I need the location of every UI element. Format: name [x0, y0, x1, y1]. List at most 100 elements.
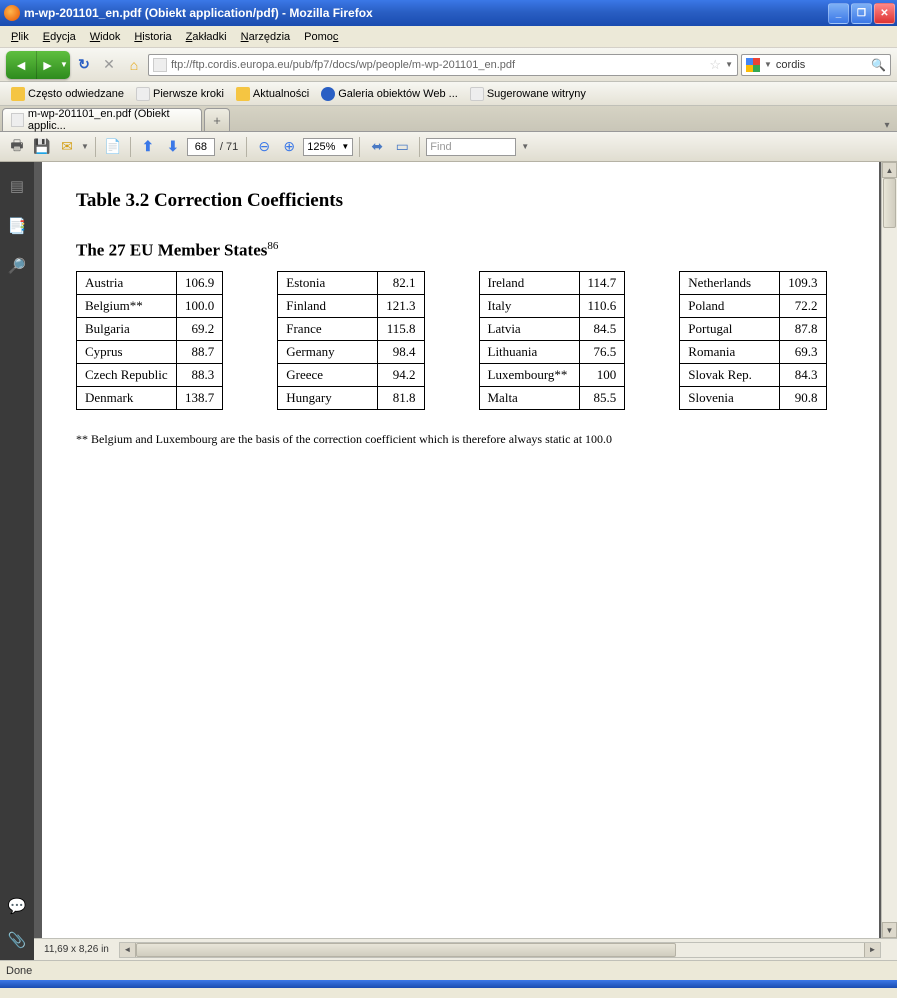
history-dropdown[interactable]: ▼	[58, 51, 70, 79]
url-dropdown-icon[interactable]: ▼	[725, 60, 733, 69]
taskbar	[0, 980, 897, 988]
scroll-down-arrow[interactable]: ▼	[882, 922, 897, 938]
country-cell: Malta	[479, 386, 579, 409]
zoom-out-icon[interactable]: ⊖	[253, 136, 275, 158]
country-cell: Ireland	[479, 271, 579, 294]
bookmark-czesto[interactable]: Często odwiedzane	[6, 85, 129, 103]
value-cell: 72.2	[780, 294, 826, 317]
menu-bar: Plik Edycja Widok Historia Zakładki Narz…	[0, 26, 897, 48]
bookmark-label: Sugerowane witryny	[487, 88, 586, 100]
find-dropdown-icon[interactable]: ▼	[521, 142, 529, 151]
pages-icon[interactable]: 📄	[102, 136, 124, 158]
search-icon[interactable]: 🔍	[871, 58, 886, 72]
page-number-input[interactable]	[187, 138, 215, 156]
attachment-icon[interactable]: 📎	[7, 930, 27, 950]
bookmark-sugerowane[interactable]: Sugerowane witryny	[465, 85, 591, 103]
bookmarks-icon[interactable]: 📑	[7, 216, 27, 236]
value-cell: 69.3	[780, 340, 826, 363]
zoom-in-icon[interactable]: ⊕	[278, 136, 300, 158]
country-cell: France	[278, 317, 378, 340]
tab-list-dropdown[interactable]: ▾	[879, 120, 895, 131]
table-row: Estonia82.1	[278, 271, 424, 294]
status-bar: Done	[0, 960, 897, 980]
value-cell: 114.7	[579, 271, 625, 294]
bookmark-label: Galeria obiektów Web ...	[338, 88, 458, 100]
fit-width-icon[interactable]: ⬌	[366, 136, 388, 158]
search-panel-icon[interactable]: 🔎	[7, 256, 27, 276]
table-row: Czech Republic88.3	[77, 363, 223, 386]
bookmark-star-icon[interactable]: ☆	[709, 57, 721, 73]
scroll-right-arrow[interactable]: ►	[864, 943, 880, 957]
bookmark-label: Często odwiedzane	[28, 88, 124, 100]
country-cell: Bulgaria	[77, 317, 177, 340]
doc-subtitle: The 27 EU Member States86	[76, 240, 845, 261]
page-dimensions: 11,69 x 8,26 in	[34, 944, 119, 955]
scroll-left-arrow[interactable]: ◄	[120, 943, 136, 957]
value-cell: 94.2	[378, 363, 424, 386]
search-dropdown-icon[interactable]: ▼	[764, 60, 772, 69]
maximize-button[interactable]: ❐	[851, 3, 872, 24]
home-button[interactable]: ⌂	[123, 54, 145, 76]
content-area: ▤ 📑 🔎 💬 📎 Table 3.2 Correction Coefficie…	[0, 162, 897, 960]
data-table: Netherlands109.3Poland72.2Portugal87.8Ro…	[679, 271, 826, 410]
fit-page-icon[interactable]: ▭	[391, 136, 413, 158]
value-cell: 100	[579, 363, 625, 386]
table-row: Netherlands109.3	[680, 271, 826, 294]
page-up-icon[interactable]: ⬆	[137, 136, 159, 158]
window-titlebar: m-wp-201101_en.pdf (Obiekt application/p…	[0, 0, 897, 26]
zoom-value: 125%	[307, 141, 335, 153]
value-cell: 84.5	[579, 317, 625, 340]
hscroll-thumb[interactable]	[136, 943, 676, 957]
tab-title: m-wp-201101_en.pdf (Obiekt applic...	[28, 108, 193, 132]
zoom-select[interactable]: 125%▼	[303, 138, 353, 156]
menu-historia[interactable]: Historia	[127, 29, 178, 45]
stop-button[interactable]: ✕	[98, 54, 120, 76]
value-cell: 81.8	[378, 386, 424, 409]
menu-pomoc[interactable]: Pomoc	[297, 29, 345, 45]
value-cell: 85.5	[579, 386, 625, 409]
tab-strip: m-wp-201101_en.pdf (Obiekt applic... + ▾	[0, 106, 897, 132]
menu-edycja[interactable]: Edycja	[36, 29, 83, 45]
page-total: / 71	[218, 141, 240, 153]
folder-icon	[236, 87, 250, 101]
search-text: cordis	[776, 59, 867, 71]
country-cell: Italy	[479, 294, 579, 317]
comment-icon[interactable]: 💬	[7, 896, 27, 916]
menu-zakladki[interactable]: Zakładki	[179, 29, 234, 45]
find-input[interactable]: Find	[426, 138, 516, 156]
save-icon[interactable]: 💾	[31, 136, 53, 158]
bookmark-galeria[interactable]: Galeria obiektów Web ...	[316, 85, 463, 103]
menu-widok[interactable]: Widok	[83, 29, 128, 45]
vertical-scrollbar[interactable]: ▲ ▼	[881, 162, 897, 938]
scroll-up-arrow[interactable]: ▲	[882, 162, 897, 178]
mail-icon[interactable]: ✉	[56, 136, 78, 158]
address-bar[interactable]: ftp://ftp.cordis.europa.eu/pub/fp7/docs/…	[148, 54, 738, 76]
new-tab-button[interactable]: +	[204, 108, 230, 131]
page-down-icon[interactable]: ⬇	[162, 136, 184, 158]
close-button[interactable]: ✕	[874, 3, 895, 24]
country-cell: Romania	[680, 340, 780, 363]
country-cell: Denmark	[77, 386, 177, 409]
scroll-thumb[interactable]	[883, 178, 896, 228]
value-cell: 76.5	[579, 340, 625, 363]
mail-dropdown-icon[interactable]: ▼	[81, 142, 89, 151]
table-row: Slovak Rep.84.3	[680, 363, 826, 386]
country-cell: Germany	[278, 340, 378, 363]
thumbnails-icon[interactable]: ▤	[7, 176, 27, 196]
page-icon	[136, 87, 150, 101]
value-cell: 98.4	[378, 340, 424, 363]
print-icon[interactable]: 🖶	[6, 136, 28, 158]
bookmark-pierwsze[interactable]: Pierwsze kroki	[131, 85, 229, 103]
bookmark-aktualnosci[interactable]: Aktualności	[231, 85, 314, 103]
menu-plik[interactable]: Plik	[4, 29, 36, 45]
reload-button[interactable]: ↻	[73, 54, 95, 76]
back-button[interactable]: ◄	[6, 51, 36, 79]
forward-button[interactable]: ►	[36, 51, 58, 79]
tab-active[interactable]: m-wp-201101_en.pdf (Obiekt applic...	[2, 108, 202, 131]
search-bar[interactable]: ▼ cordis 🔍	[741, 54, 891, 76]
minimize-button[interactable]: _	[828, 3, 849, 24]
horizontal-scrollbar[interactable]: ◄ ►	[119, 942, 881, 958]
menu-narzedzia[interactable]: Narzędzia	[234, 29, 298, 45]
country-cell: Czech Republic	[77, 363, 177, 386]
country-cell: Cyprus	[77, 340, 177, 363]
